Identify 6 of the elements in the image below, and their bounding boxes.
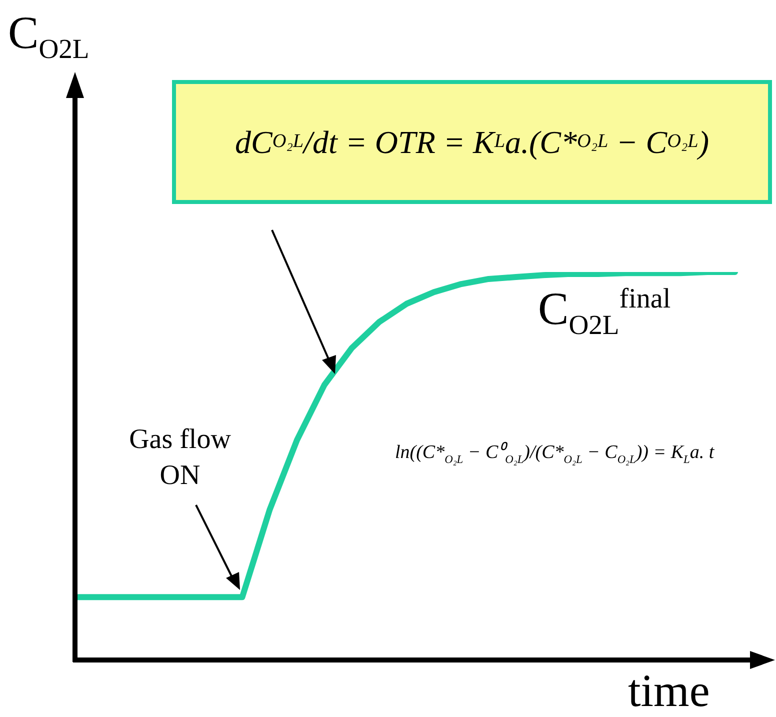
text: final: [619, 284, 671, 315]
x-axis-title: time: [628, 664, 710, 717]
annotation: Gas flow ON: [128, 423, 232, 494]
text: ln((C*$_{O₂L}$ − C⁰$_{O₂L}$)/(C*$_{O₂L}$ − C$_{O₂L}$)) = K$_{L}$a. t: [395, 442, 714, 466]
y-axis-title: C$_{O2L}$: [538, 283, 620, 340]
text: C$_{O2L}$: [8, 7, 90, 64]
